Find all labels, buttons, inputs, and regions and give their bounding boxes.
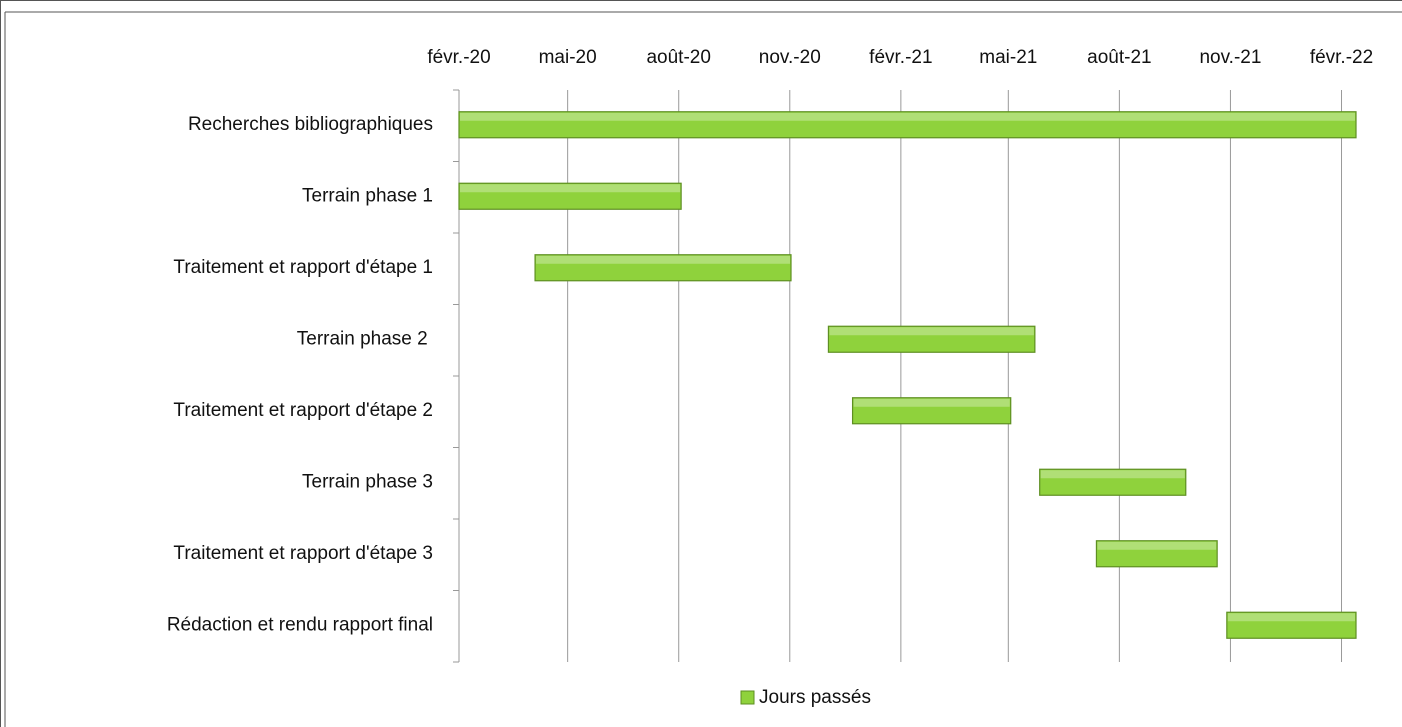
x-tick-label: mai-20: [539, 47, 597, 68]
x-tick-label: févr.-20: [427, 47, 490, 68]
bar-offset: [459, 326, 828, 352]
bar-offset: [459, 469, 1040, 495]
x-tick-label: août-20: [646, 47, 710, 68]
x-tick-label: nov.-21: [1199, 47, 1261, 68]
y-tick-label: Traitement et rapport d'étape 1: [173, 257, 433, 278]
bar-offset: [459, 541, 1096, 567]
bar: [827, 325, 1036, 353]
legend-label: Jours passés: [759, 687, 871, 708]
bar: [1039, 468, 1187, 496]
bar-sheen: [829, 327, 1034, 336]
bar: [851, 397, 1012, 425]
x-tick-label: août-21: [1087, 47, 1151, 68]
bar: [534, 254, 792, 282]
bar-offset: [459, 255, 535, 281]
bar-sheen: [536, 255, 790, 264]
y-tick-label: Traitement et rapport d'étape 3: [173, 543, 433, 564]
bar-sheen: [1097, 541, 1217, 550]
legend-swatch: [740, 690, 755, 705]
y-tick-label: Traitement et rapport d'étape 2: [173, 400, 433, 421]
y-tick-label: Terrain phase 2: [297, 328, 433, 349]
x-tick-label: févr.-21: [869, 47, 932, 68]
x-tick-label: mai-21: [979, 47, 1037, 68]
bar: [458, 182, 682, 210]
x-tick-label: nov.-20: [759, 47, 821, 68]
y-tick-label: Terrain phase 1: [302, 185, 433, 206]
bar-sheen: [1227, 613, 1355, 622]
bar-sheen: [853, 398, 1010, 407]
bar-sheen: [460, 184, 681, 193]
bar-offset: [459, 398, 853, 424]
x-tick-label: févr.-22: [1310, 47, 1373, 68]
y-tick-label: Recherches bibliographiques: [188, 114, 433, 135]
bar-sheen: [460, 112, 1355, 121]
y-tick-label: Rédaction et rendu rapport final: [167, 614, 433, 635]
bar: [1095, 540, 1218, 568]
bar-sheen: [1040, 470, 1185, 479]
bar: [1226, 611, 1357, 639]
y-tick-label: Terrain phase 3: [302, 471, 433, 492]
bar-offset: [459, 612, 1227, 638]
bar: [458, 111, 1357, 139]
